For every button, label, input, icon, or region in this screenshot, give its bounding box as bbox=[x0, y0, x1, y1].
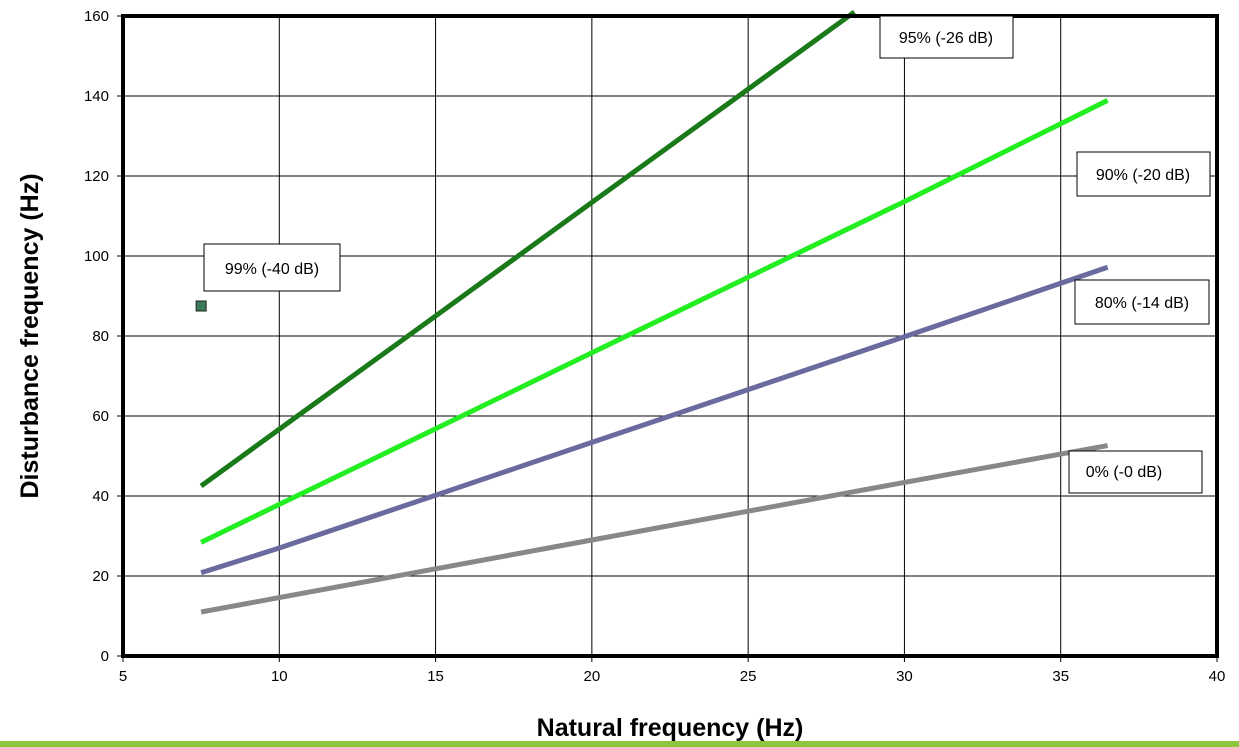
annotation-95: 95% (-26 dB) bbox=[879, 15, 1014, 59]
annotation-90-box bbox=[1076, 151, 1211, 197]
annotation-0: 0% (-0 dB) bbox=[1068, 450, 1203, 494]
y-tick-label: 60 bbox=[92, 408, 109, 425]
y-tick-label: 40 bbox=[92, 488, 109, 505]
annotation-99-box bbox=[203, 243, 341, 292]
y-tick-label: 160 bbox=[84, 8, 109, 25]
y-tick-labels: 0 20 40 60 80 100 120 140 160 bbox=[84, 8, 123, 665]
y-tick-label: 120 bbox=[84, 168, 109, 185]
annotation-0-label: 0% (-0 dB) bbox=[1086, 464, 1162, 481]
annotation-95-box bbox=[879, 15, 1014, 59]
y-tick-label: 0 bbox=[101, 648, 109, 665]
x-tick-label: 15 bbox=[427, 668, 444, 685]
y-tick-label: 140 bbox=[84, 88, 109, 105]
y-tick-label: 100 bbox=[84, 248, 109, 265]
annotation-0-box bbox=[1068, 450, 1203, 494]
x-tick-label: 35 bbox=[1052, 668, 1069, 685]
annotation-80: 80% (-14 dB) bbox=[1074, 279, 1210, 325]
x-tick-label: 10 bbox=[271, 668, 288, 685]
series-line-3 bbox=[200, 264, 1109, 576]
annotation-90-label: 90% (-20 dB) bbox=[1096, 167, 1190, 184]
grid-lines bbox=[122, 15, 1218, 657]
annotation-90: 90% (-20 dB) bbox=[1076, 151, 1211, 197]
series-line-2 bbox=[200, 98, 1109, 545]
annotation-80-box bbox=[1074, 279, 1210, 325]
annotation-95-label: 95% (-26 dB) bbox=[899, 30, 993, 47]
series-line-4 bbox=[200, 443, 1109, 615]
x-tick-label: 40 bbox=[1209, 668, 1226, 685]
x-tick-label: 20 bbox=[584, 668, 601, 685]
x-tick-labels: 5 10 15 20 25 30 35 40 bbox=[119, 656, 1226, 685]
x-tick-label: 30 bbox=[896, 668, 913, 685]
annotations: 95% (-26 dB) 90% (-20 dB) 80% (-14 dB) 0… bbox=[203, 15, 1211, 494]
series-lines bbox=[195, 9, 1109, 615]
series-line-1 bbox=[199, 9, 856, 489]
x-tick-label: 25 bbox=[740, 668, 757, 685]
bottom-rule bbox=[0, 741, 1239, 747]
annotation-80-label: 80% (-14 dB) bbox=[1095, 295, 1189, 312]
annotation-99: 99% (-40 dB) bbox=[203, 243, 341, 292]
y-axis-title: Disturbance frequency (Hz) bbox=[16, 173, 44, 498]
y-tick-label: 80 bbox=[92, 328, 109, 345]
series-marker-99 bbox=[195, 300, 207, 312]
x-axis-title: Natural frequency (Hz) bbox=[537, 714, 804, 742]
y-tick-label: 20 bbox=[92, 568, 109, 585]
annotation-99-label: 99% (-40 dB) bbox=[225, 261, 319, 278]
x-tick-label: 5 bbox=[119, 668, 127, 685]
